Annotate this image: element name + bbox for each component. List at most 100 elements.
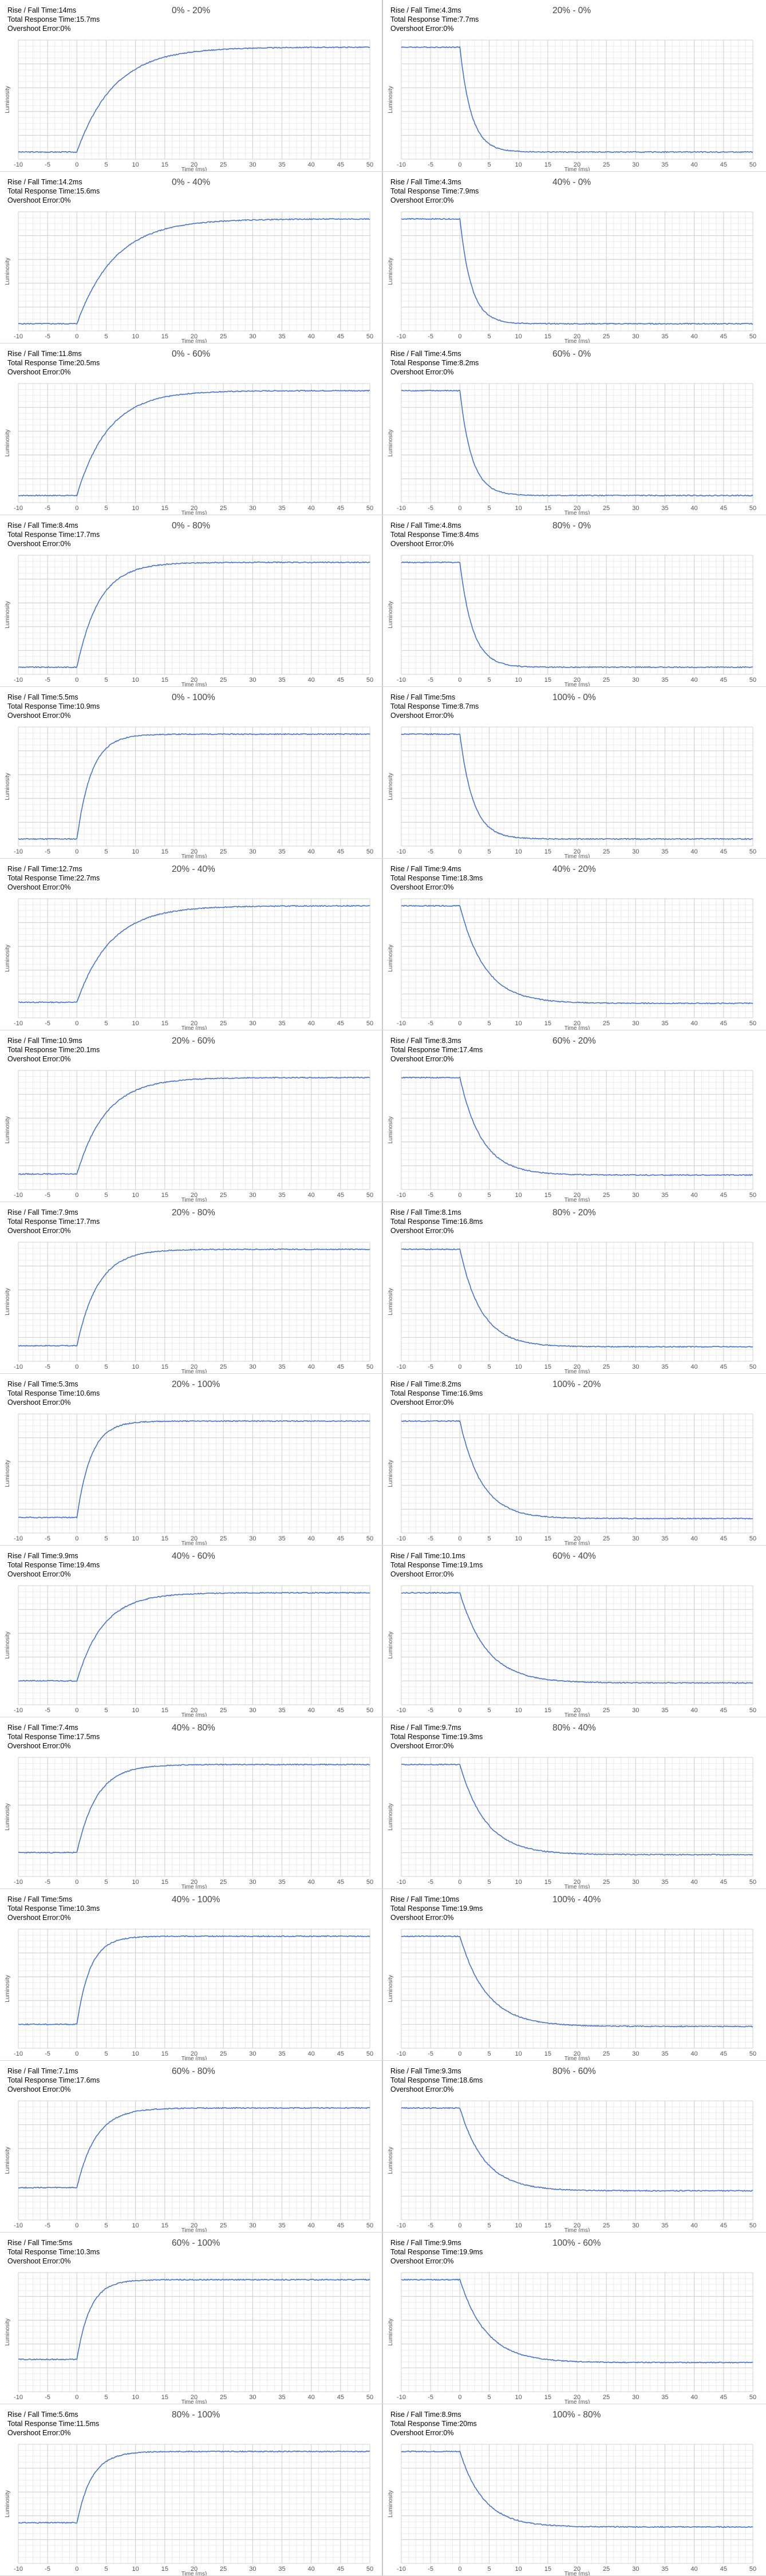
x-tick-label: 5 (487, 677, 491, 683)
stat-overshoot: Overshoot Error:0% (390, 368, 454, 376)
x-tick-label: 25 (603, 2394, 610, 2401)
x-tick-label: 30 (632, 2394, 639, 2401)
y-axis-label: Luminosity (388, 2490, 394, 2518)
x-tick-label: 20 (191, 1707, 198, 1714)
x-tick-label: 45 (337, 2050, 344, 2057)
x-tick-label: -10 (14, 1192, 23, 1199)
stat-overshoot: Overshoot Error:0% (390, 2429, 454, 2437)
x-tick-label: 35 (278, 1192, 285, 1199)
stat-overshoot: Overshoot Error:0% (7, 712, 71, 720)
x-axis-label: Time (ms) (564, 2227, 590, 2233)
chart-stats: Rise / Fall Time:7.9ms Total Response Tim… (7, 1208, 100, 1235)
stat-rise-fall: Rise / Fall Time:7.9ms (7, 1208, 78, 1216)
x-tick-label: 40 (308, 1192, 315, 1199)
x-tick-label: 35 (661, 1879, 668, 1886)
y-axis-label: Luminosity (5, 1803, 11, 1831)
line-plot: -10 -5 0 5 10 15 20 25 30 35 40 45 50 Time (ms) Lumino… (5, 1070, 373, 1202)
chart-panel: Rise / Fall Time:8.9ms Total Response Tim… (383, 2404, 766, 2576)
x-axis-label: Time (ms) (181, 510, 207, 515)
x-tick-label: -10 (397, 505, 406, 512)
x-tick-label: 5 (487, 1707, 491, 1714)
x-tick-label: 50 (366, 848, 373, 855)
x-tick-label: 15 (544, 161, 551, 168)
x-tick-label: -10 (14, 1020, 23, 1027)
chart-title: 20% - 0% (552, 6, 591, 15)
chart-panel: Rise / Fall Time:4.3ms Total Response Tim… (383, 172, 766, 343)
x-tick-label: 35 (661, 1020, 668, 1027)
x-tick-label: 5 (487, 848, 491, 855)
major-gridlines (401, 1413, 753, 1534)
x-tick-label: 0 (75, 2222, 78, 2229)
x-tick-label: 0 (75, 505, 78, 512)
x-tick-label: 15 (161, 2050, 168, 2057)
line-plot: -10 -5 0 5 10 15 20 25 30 35 40 45 50 Time (ms) Lumino… (388, 211, 756, 343)
chart-panel: Rise / Fall Time:12.7ms Total Response Ti… (0, 859, 383, 1030)
major-gridlines (401, 555, 753, 675)
x-tick-label: 0 (458, 1020, 461, 1027)
stat-overshoot: Overshoot Error:0% (390, 1742, 454, 1750)
stat-rise-fall: Rise / Fall Time:10ms (390, 1895, 460, 1903)
major-gridlines (401, 39, 753, 160)
chart-panel: Rise / Fall Time:8.3ms Total Response Tim… (383, 1030, 766, 1202)
chart-panel: Rise / Fall Time:7.4ms Total Response Tim… (0, 1717, 383, 1889)
chart-panel: Rise / Fall Time:7.1ms Total Response Tim… (0, 2061, 383, 2233)
x-tick-label: 30 (249, 1535, 256, 1542)
major-gridlines (401, 211, 753, 331)
series-line (401, 2450, 753, 2528)
x-tick-label: -5 (428, 677, 433, 683)
x-tick-label: 35 (278, 677, 285, 683)
x-tick-label: 25 (220, 1192, 227, 1199)
x-tick-label: 20 (574, 505, 581, 512)
stat-overshoot: Overshoot Error:0% (390, 883, 454, 891)
x-tick-label: 30 (249, 1020, 256, 1027)
x-tick-label: 15 (161, 1535, 168, 1542)
x-axis-label: Time (ms) (181, 338, 207, 343)
chart-title: 60% - 20% (552, 1036, 596, 1046)
x-tick-label: 40 (308, 161, 315, 168)
x-tick-label: 40 (308, 677, 315, 683)
x-axis-label: Time (ms) (181, 854, 207, 859)
x-tick-label: 50 (366, 505, 373, 512)
y-axis-label: Luminosity (388, 1975, 394, 2002)
line-plot: -10 -5 0 5 10 15 20 25 30 35 40 45 50 Time (ms) Lumino… (5, 2444, 373, 2575)
chart-panel: Rise / Fall Time:10ms Total Response Time… (383, 1889, 766, 2061)
x-tick-label: 0 (75, 161, 78, 168)
stat-rise-fall: Rise / Fall Time:9.9ms (390, 2239, 461, 2247)
x-tick-label: 35 (278, 1364, 285, 1370)
stat-total-response: Total Response Time:17.7ms (7, 531, 100, 539)
x-tick-label: 0 (75, 677, 78, 683)
x-tick-label: 15 (161, 677, 168, 683)
x-tick-label: 0 (75, 1192, 78, 1199)
x-tick-label: 40 (308, 1879, 315, 1886)
x-tick-label: 10 (515, 333, 522, 340)
x-tick-label: 15 (544, 1364, 551, 1370)
x-tick-label: 30 (632, 1192, 639, 1199)
chart-title: 40% - 0% (552, 177, 591, 187)
x-tick-label: 50 (749, 677, 756, 683)
x-tick-label: -5 (45, 1707, 50, 1714)
line-plot: -10 -5 0 5 10 15 20 25 30 35 40 45 50 Time (ms) Lumino… (388, 1929, 756, 2061)
x-tick-label: 15 (161, 2566, 168, 2573)
x-tick-label: 0 (458, 1535, 461, 1542)
line-plot: -10 -5 0 5 10 15 20 25 30 35 40 45 50 Time (ms) Lumino… (388, 1070, 756, 1202)
x-tick-label: -10 (397, 333, 406, 340)
x-tick-label: 20 (191, 677, 198, 683)
line-plot: -10 -5 0 5 10 15 20 25 30 35 40 45 50 Time (ms) Lumino… (388, 2444, 756, 2575)
x-tick-label: 0 (458, 2222, 461, 2229)
x-tick-label: 35 (278, 2050, 285, 2057)
x-tick-label: 40 (308, 2394, 315, 2401)
x-tick-label: 20 (574, 1192, 581, 1199)
stat-rise-fall: Rise / Fall Time:5ms (7, 2239, 73, 2247)
x-axis-label: Time (ms) (564, 2056, 590, 2061)
x-tick-label: 45 (720, 2566, 727, 2573)
y-axis-label: Luminosity (5, 2147, 11, 2174)
x-tick-label: 40 (691, 1020, 698, 1027)
x-tick-label: -10 (397, 2050, 406, 2057)
x-tick-label: 0 (458, 848, 461, 855)
x-tick-label: 30 (249, 2394, 256, 2401)
chart-title: 80% - 40% (552, 1723, 596, 1733)
x-tick-label: 0 (75, 1364, 78, 1370)
major-gridlines (18, 1757, 370, 1877)
major-gridlines (18, 1242, 370, 1362)
x-tick-label: 10 (515, 1192, 522, 1199)
